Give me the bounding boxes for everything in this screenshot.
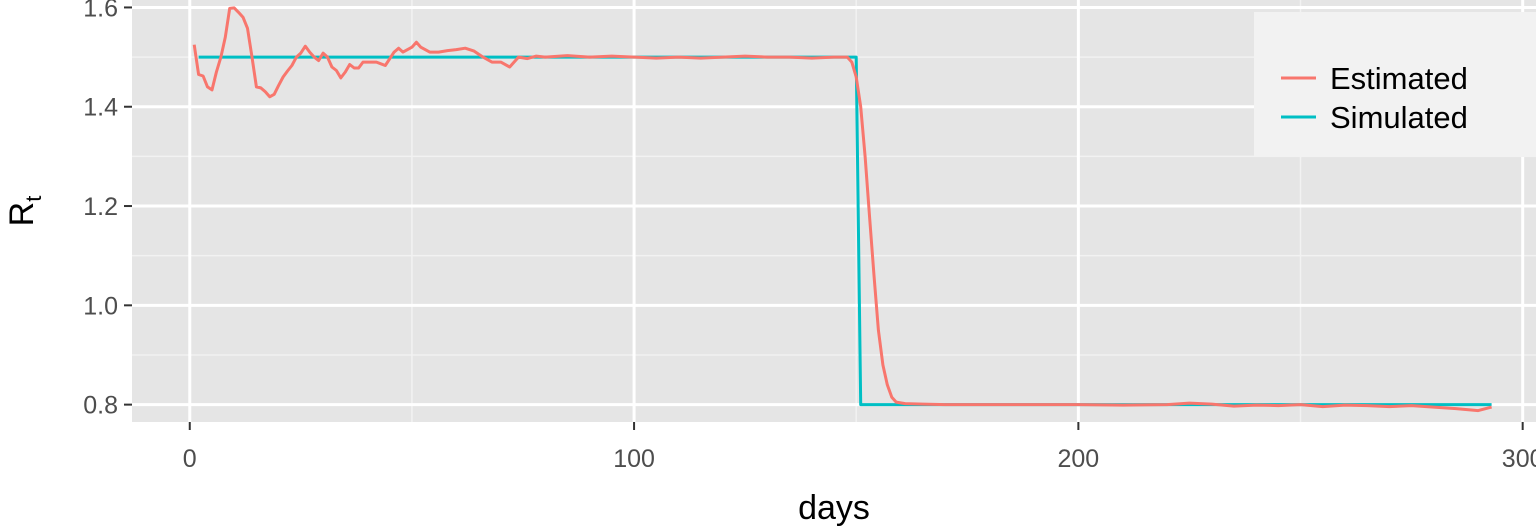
x-tick-label: 100 — [613, 445, 655, 473]
series-line-estimated — [192, 6, 1492, 413]
y-axis-title-subscript: t — [21, 196, 46, 202]
x-tick-label: 0 — [183, 445, 197, 473]
y-tick-label: 0.8 — [83, 392, 118, 420]
x-axis-title: days — [798, 489, 870, 527]
x-axis: 0 100 200 300 — [183, 422, 1536, 473]
y-axis: 0.8 1.0 1.2 1.4 1.6 — [83, 0, 132, 420]
legend-label-simulated: Simulated — [1330, 100, 1468, 135]
legend-box — [1254, 12, 1536, 157]
series-layer — [192, 6, 1492, 413]
y-tick-label: 1.2 — [83, 193, 118, 221]
x-tick-label: 300 — [1502, 445, 1536, 473]
legend-label-estimated: Estimated — [1330, 61, 1468, 96]
y-axis-title-main: R — [3, 202, 41, 227]
y-tick-label: 1.4 — [83, 94, 118, 122]
x-tick-label: 200 — [1058, 445, 1100, 473]
y-axis-title: Rt — [3, 196, 46, 227]
y-tick-label: 1.6 — [83, 0, 118, 22]
legend: Estimated Simulated — [1254, 12, 1536, 157]
y-tick-label: 1.0 — [83, 292, 118, 320]
